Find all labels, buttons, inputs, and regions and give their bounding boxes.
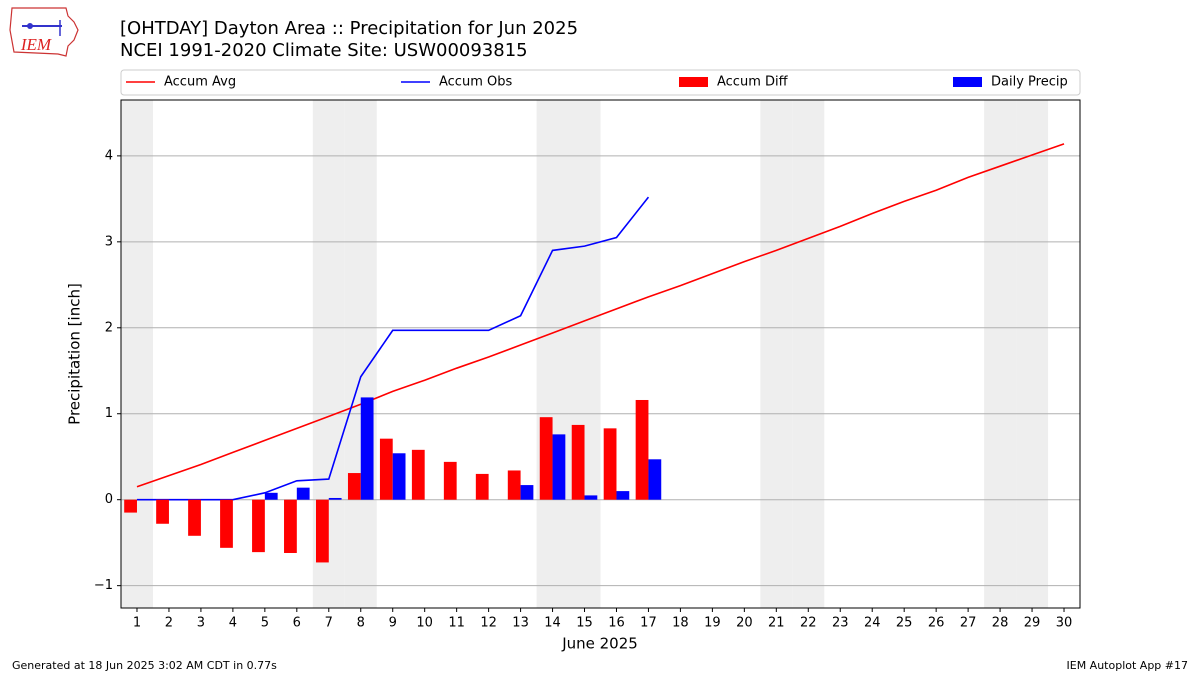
bar — [507, 470, 521, 500]
bar — [520, 485, 534, 500]
x-tick-label: 15 — [576, 616, 593, 631]
bar — [360, 397, 374, 500]
x-tick-label: 11 — [448, 616, 465, 631]
weekend-shade — [984, 100, 1017, 608]
x-tick-label: 25 — [896, 616, 913, 631]
y-tick-label: 3 — [105, 234, 113, 249]
bar — [264, 492, 278, 500]
x-tick-label: 27 — [960, 616, 977, 631]
bar — [584, 495, 598, 500]
bar — [124, 499, 137, 513]
bar — [571, 424, 585, 500]
legend-box — [120, 69, 1081, 96]
legend-label: Daily Precip — [991, 75, 1068, 90]
weekend-shade — [568, 100, 601, 608]
footer-left: Generated at 18 Jun 2025 3:02 AM CDT in … — [12, 659, 277, 672]
legend-swatch — [679, 77, 708, 87]
x-tick-label: 2 — [165, 616, 173, 631]
bar — [379, 438, 393, 500]
legend-label: Accum Obs — [439, 75, 512, 90]
x-tick-label: 7 — [325, 616, 333, 631]
bar — [443, 461, 457, 500]
weekend-shade — [121, 100, 153, 608]
y-tick-label: 2 — [105, 320, 113, 335]
logo: IEM — [9, 7, 79, 57]
x-tick-label: 9 — [389, 616, 397, 631]
bar — [284, 499, 297, 553]
legend-swatch — [953, 77, 982, 87]
y-axis-label: Precipitation [inch] — [66, 283, 84, 425]
x-tick-label: 19 — [704, 616, 721, 631]
x-tick-label: 26 — [928, 616, 945, 631]
chart-title: [OHTDAY] Dayton Area :: Precipitation fo… — [120, 18, 578, 39]
y-tick-label: −1 — [94, 578, 113, 593]
x-tick-label: 30 — [1056, 616, 1073, 631]
bar — [539, 417, 553, 500]
x-tick-label: 29 — [1024, 616, 1041, 631]
bar — [411, 449, 425, 500]
y-tick-label: 0 — [105, 492, 113, 507]
bar — [648, 459, 662, 500]
bar — [635, 399, 649, 500]
bar — [328, 497, 342, 500]
y-tick-label: 4 — [105, 148, 113, 163]
bar — [392, 453, 406, 500]
x-tick-label: 16 — [608, 616, 625, 631]
x-tick-label: 4 — [229, 616, 237, 631]
x-tick-label: 5 — [261, 616, 269, 631]
weekend-shade — [760, 100, 793, 608]
weekend-shade — [1016, 100, 1049, 608]
bar — [252, 499, 265, 553]
x-tick-label: 14 — [544, 616, 561, 631]
bar — [475, 473, 489, 500]
x-tick-label: 20 — [736, 616, 753, 631]
x-tick-label: 13 — [512, 616, 529, 631]
bar — [220, 499, 233, 548]
x-tick-label: 22 — [800, 616, 817, 631]
bar — [552, 434, 566, 500]
plot-frame — [120, 99, 1081, 609]
weekend-shade — [536, 100, 569, 608]
x-tick-label: 12 — [480, 616, 497, 631]
x-tick-label: 17 — [640, 616, 657, 631]
x-tick-label: 8 — [357, 616, 365, 631]
legend-label: Accum Diff — [717, 75, 789, 90]
line — [136, 196, 650, 501]
x-tick-label: 3 — [197, 616, 205, 631]
bar — [156, 499, 169, 524]
weekend-shade — [344, 100, 377, 608]
x-tick-label: 10 — [416, 616, 433, 631]
bar — [616, 491, 630, 500]
line — [136, 143, 1065, 488]
legend-label: Accum Avg — [164, 75, 236, 90]
x-tick-label: 18 — [672, 616, 689, 631]
x-axis-label: June 2025 — [561, 635, 638, 653]
footer-right: IEM Autoplot App #17 — [1067, 659, 1189, 672]
bar — [296, 487, 310, 500]
x-tick-label: 21 — [768, 616, 785, 631]
bar — [603, 428, 617, 500]
x-tick-label: 6 — [293, 616, 301, 631]
logo-text: IEM — [20, 35, 52, 54]
weekend-shade — [792, 100, 825, 608]
x-tick-label: 24 — [864, 616, 881, 631]
y-tick-label: 1 — [105, 406, 113, 421]
x-tick-label: 28 — [992, 616, 1009, 631]
chart-subtitle: NCEI 1991-2020 Climate Site: USW00093815 — [120, 40, 528, 61]
x-tick-label: 23 — [832, 616, 849, 631]
bar — [315, 499, 329, 563]
bar — [347, 473, 361, 500]
x-tick-label: 1 — [133, 616, 141, 631]
bar — [188, 499, 201, 536]
